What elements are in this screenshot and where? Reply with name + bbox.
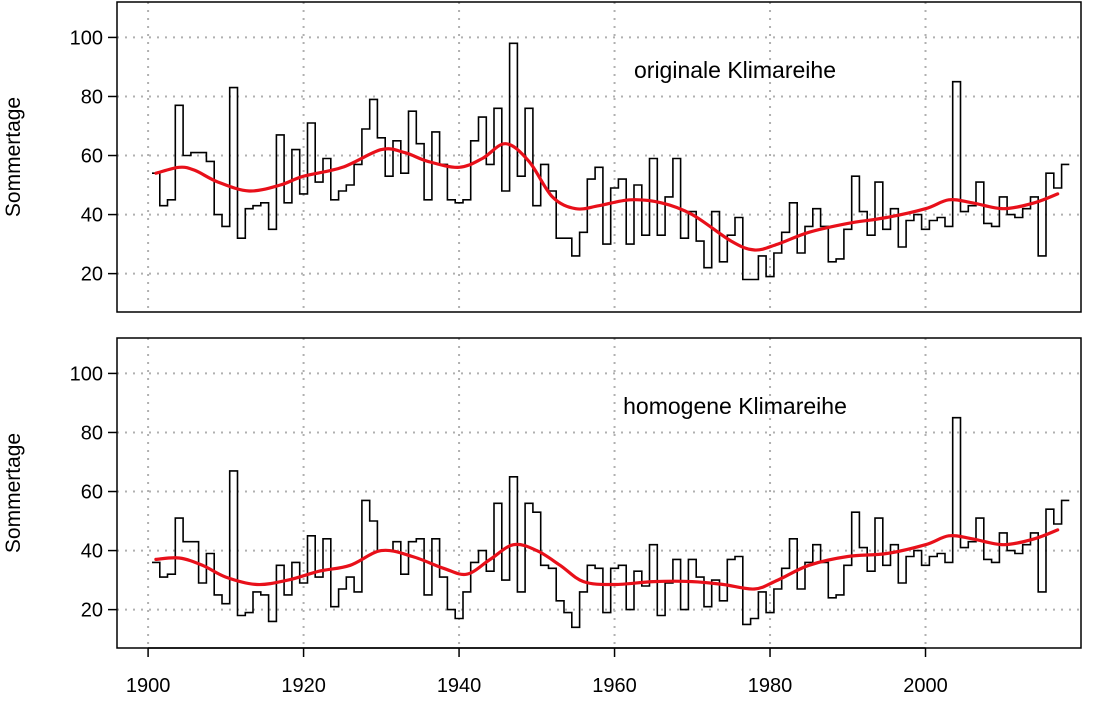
plot-frame (116, 1, 1082, 313)
y-tick-label: 40 (81, 205, 103, 227)
x-tick-label: 1900 (126, 675, 171, 697)
plot-frame (116, 337, 1082, 649)
y-tick-label: 20 (81, 600, 103, 622)
top-panel: 20 40 60 80 100 Sommertage originale Klimareih… (2, 1, 1082, 313)
y-tick-label: 100 (70, 27, 103, 49)
smoothed-trend-line (154, 142, 1060, 252)
y-tick-label: 40 (81, 541, 103, 563)
smoothed-trend-line (154, 528, 1060, 591)
bottom-panel: 20 40 60 80 100 Sommertage homogene Klimareihe (2, 337, 1082, 649)
panel-title: homogene Klimareihe (623, 393, 847, 419)
x-tick-label: 1940 (437, 675, 482, 697)
y-tick-label: 80 (81, 422, 103, 444)
panel-title: originale Klimareihe (634, 57, 836, 83)
y-axis-label: Sommertage (2, 433, 25, 553)
x-tick-label: 1960 (592, 675, 637, 697)
annual-step-series (152, 42, 1070, 281)
x-tick-label: 1920 (281, 675, 326, 697)
x-tick-label: 2000 (903, 675, 948, 697)
annual-step-series (152, 416, 1070, 629)
x-tick-label: 1980 (748, 675, 793, 697)
y-tick-label: 80 (81, 86, 103, 108)
y-tick-label: 60 (81, 482, 103, 504)
y-tick-label: 60 (81, 146, 103, 168)
y-tick-label: 100 (70, 363, 103, 385)
x-axis: 1900 1920 1940 1960 1980 2000 (126, 647, 948, 697)
y-axis-label: Sommertage (2, 97, 25, 217)
y-tick-label: 20 (81, 264, 103, 286)
